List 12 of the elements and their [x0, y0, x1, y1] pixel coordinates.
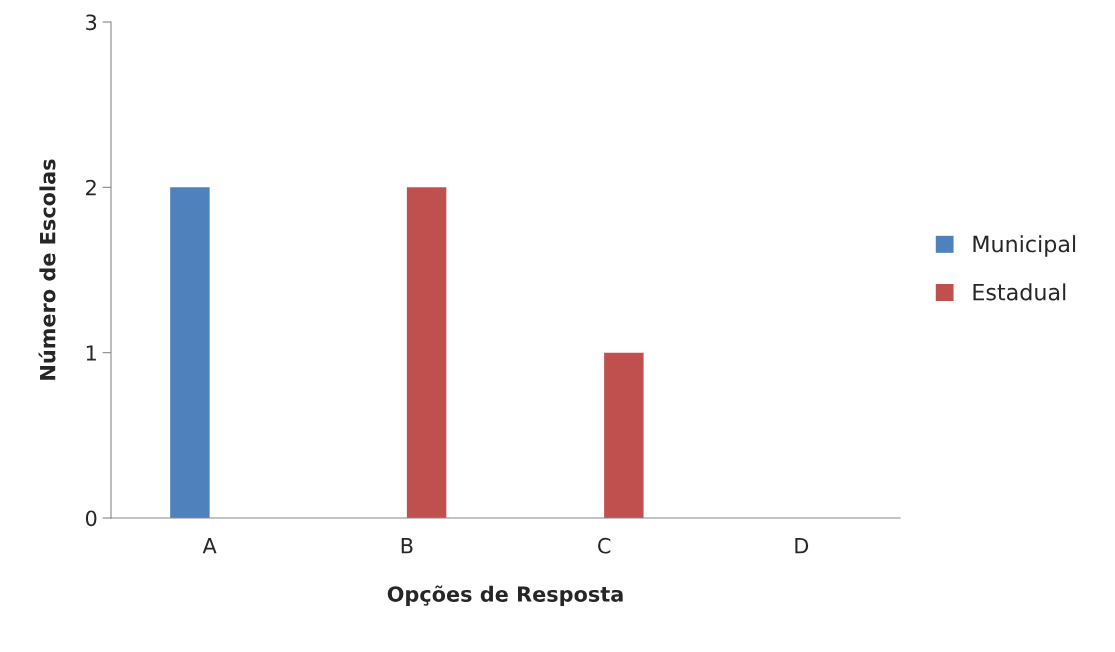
y-tick-label: 2	[86, 179, 96, 196]
y-tick-label: 0	[85, 510, 97, 527]
x-axis-title: Opções de Resposta	[387, 585, 623, 606]
y-axis-title: Número de Escolas	[38, 159, 56, 380]
legend-label: Estadual	[973, 283, 1066, 301]
x-tick-label: D	[795, 538, 809, 554]
y-tick-label: 1	[86, 345, 96, 361]
legend-label: Municipal	[973, 235, 1076, 257]
x-tick-label: C	[598, 537, 611, 554]
x-tick-label: B	[401, 538, 413, 554]
y-tick-label: 3	[86, 14, 97, 31]
x-tick-label: A	[202, 538, 217, 554]
